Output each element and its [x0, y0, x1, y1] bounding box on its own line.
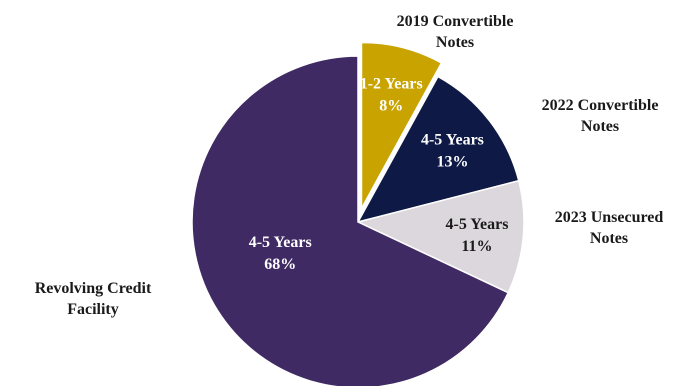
slice-percent-label: 68% [264, 256, 296, 273]
pie-slice [356, 75, 520, 224]
category-label: Revolving Credit [35, 280, 152, 297]
category-label: Facility [67, 301, 119, 318]
category-label: Notes [436, 34, 474, 51]
pie-slice [191, 55, 510, 386]
slice-percent-label: 13% [436, 154, 468, 171]
slice-term-label: 4-5 Years [249, 234, 312, 251]
pie-slice [360, 41, 443, 209]
slice-percent-label: 11% [461, 238, 492, 255]
slice-percent-label: 8% [379, 98, 403, 115]
category-label: Notes [581, 118, 619, 135]
category-label: Notes [590, 230, 628, 247]
slice-term-label: 4-5 Years [421, 132, 484, 149]
slice-term-label: 1-2 Years [360, 76, 423, 93]
category-label: 2022 Convertible [542, 97, 659, 114]
slice-term-label: 4-5 Years [446, 216, 509, 233]
category-label: 2023 Unsecured [555, 209, 664, 226]
category-label: 2019 Convertible [397, 13, 514, 30]
pie-slice [355, 179, 525, 294]
